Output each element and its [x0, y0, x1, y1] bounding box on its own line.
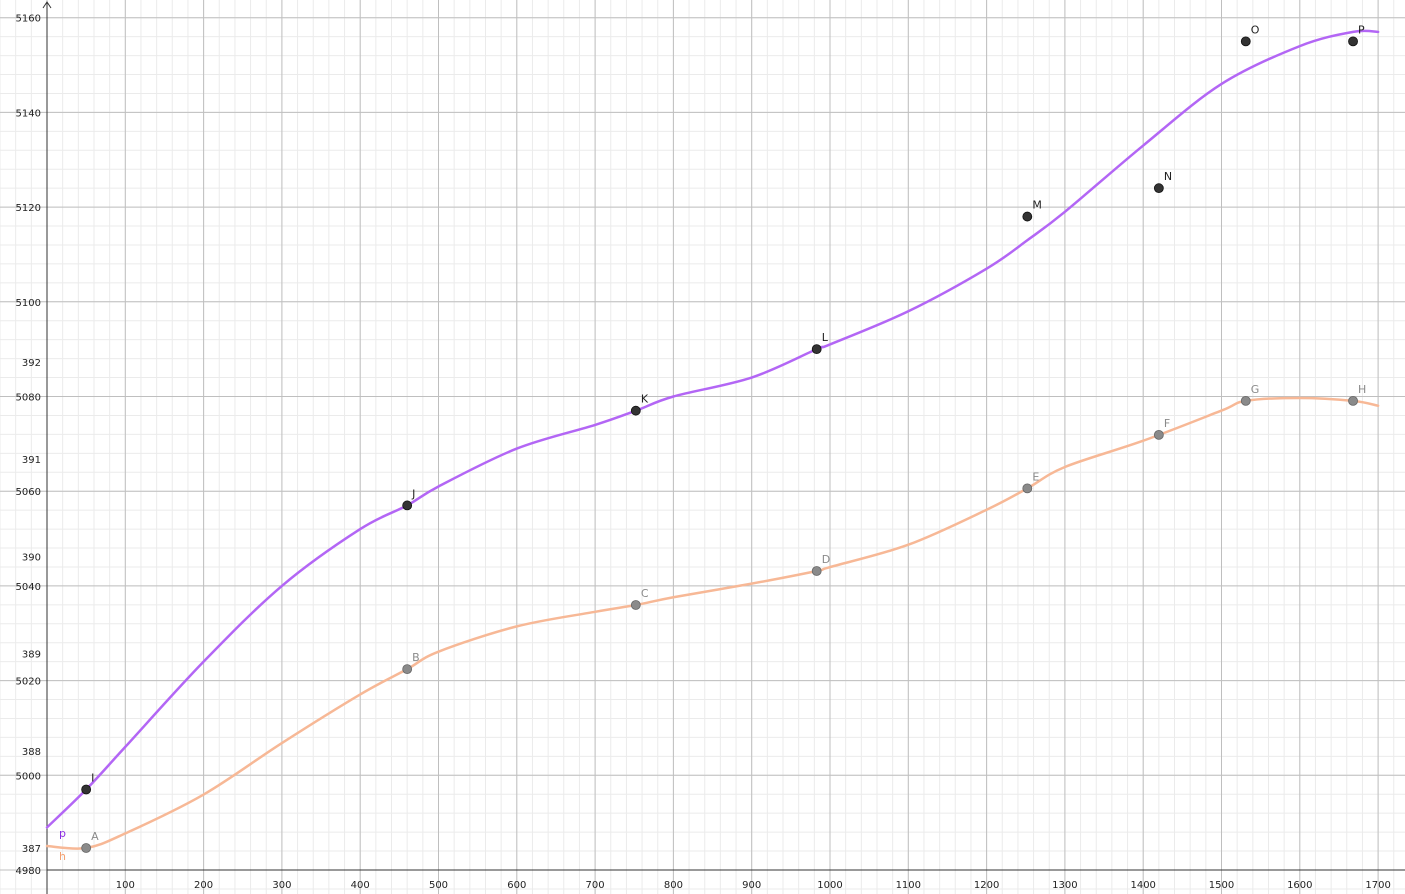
y2-tick-label: 390 — [22, 552, 41, 563]
y2-tick-label: 387 — [22, 844, 41, 855]
y-tick-label: 5020 — [16, 677, 41, 688]
point-label-B: B — [412, 651, 420, 664]
x-tick-label: 1300 — [1052, 880, 1077, 891]
y-axis-arrow — [42, 1, 52, 9]
x-tick-label: 400 — [351, 880, 370, 891]
point-label-G: G — [1251, 383, 1260, 396]
points: I J K L M N O P A B C D E F G H — [81, 23, 1366, 853]
x-tick-label: 800 — [664, 880, 683, 891]
y-tick-label: 5060 — [16, 487, 41, 498]
point-P — [1348, 36, 1358, 47]
point-N — [1153, 183, 1164, 194]
point-O — [1240, 36, 1251, 47]
x-tick-label: 1700 — [1365, 880, 1390, 891]
point-B — [402, 664, 413, 675]
point-E — [1022, 483, 1033, 494]
point-label-L: L — [822, 331, 829, 344]
x-tick-label: 1000 — [817, 880, 842, 891]
x-tick-label: 1200 — [974, 880, 999, 891]
x-tick-label: 700 — [586, 880, 605, 891]
point-F — [1153, 429, 1164, 440]
point-label-D: D — [822, 553, 830, 566]
x-tick-label: 300 — [272, 880, 291, 891]
x-tick-label: 100 — [116, 880, 135, 891]
point-label-M: M — [1032, 199, 1042, 212]
point-label-A: A — [91, 830, 99, 843]
point-H — [1348, 395, 1358, 406]
point-C — [630, 600, 641, 610]
point-label-J: J — [411, 487, 415, 500]
point-label-I: I — [91, 772, 94, 785]
point-A — [81, 843, 92, 853]
point-L — [811, 344, 822, 355]
series-h-curve — [45, 396, 1380, 850]
point-label-N: N — [1164, 170, 1172, 183]
y2-tick-label: 391 — [22, 455, 41, 466]
series-p-curve — [45, 29, 1380, 829]
y-tick-label: 5080 — [16, 393, 41, 404]
point-I — [81, 784, 92, 795]
point-D — [811, 566, 822, 576]
point-label-K: K — [641, 393, 649, 406]
x-tick-label: 1400 — [1130, 880, 1155, 891]
y2-tick-label: 392 — [22, 358, 41, 369]
x-tick-label: 1500 — [1209, 880, 1234, 891]
point-label-P: P — [1358, 23, 1365, 36]
curves: ph — [45, 29, 1380, 863]
x-tick-label: 1100 — [896, 880, 921, 891]
series-p-label: p — [59, 827, 66, 840]
point-label-O: O — [1251, 23, 1260, 36]
point-J — [402, 500, 413, 511]
y-tick-label: 5140 — [16, 108, 41, 119]
y-tick-label: 5000 — [16, 771, 41, 782]
y-tick-label: 5160 — [16, 14, 41, 25]
point-M — [1022, 211, 1033, 222]
y-tick-label: 5100 — [16, 298, 41, 309]
y2-tick-label: 389 — [22, 650, 41, 661]
point-label-C: C — [641, 587, 649, 600]
y-tick-label: 5120 — [16, 203, 41, 214]
x-tick-label: 900 — [742, 880, 761, 891]
point-label-H: H — [1358, 383, 1366, 396]
x-tick-label: 600 — [507, 880, 526, 891]
y2-tick-label: 388 — [22, 747, 41, 758]
point-label-F: F — [1164, 417, 1170, 430]
tick-labels: 100 200 300 400 500 600 700 800 900 1000 1100 1200 1… — [16, 14, 1391, 891]
point-G — [1240, 395, 1251, 406]
axes — [42, 1, 1405, 894]
series-h-label: h — [59, 850, 66, 863]
y-tick-label: 5040 — [16, 582, 41, 593]
point-label-E: E — [1032, 470, 1039, 483]
point-K — [630, 405, 641, 416]
x-tick-label: 500 — [429, 880, 448, 891]
x-tick-label: 200 — [194, 880, 213, 891]
x-tick-label: 1600 — [1287, 880, 1312, 891]
y-tick-label: 4980 — [16, 866, 41, 877]
